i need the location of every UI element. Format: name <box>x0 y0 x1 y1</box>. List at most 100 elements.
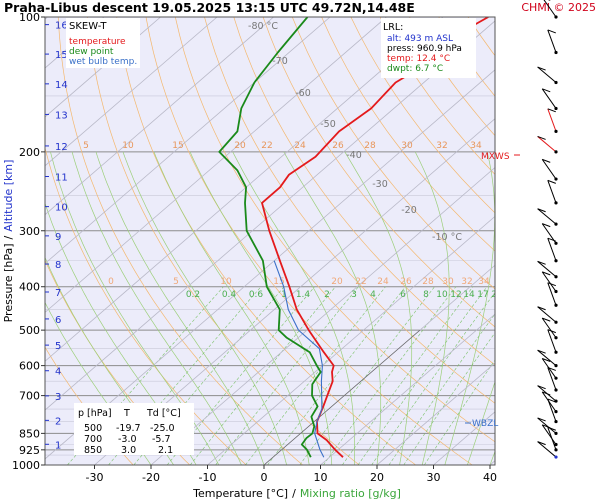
pressure-tick-label: 300 <box>19 225 40 238</box>
mixing-ratio-label: 0.4 <box>222 290 237 300</box>
wind-barb-shaft <box>547 238 557 261</box>
wind-barb-dot <box>554 150 558 154</box>
pressure-tick-label: 600 <box>19 360 40 373</box>
wind-barb-feather <box>547 426 556 431</box>
wind-barb-feather <box>547 282 556 287</box>
moist-adiabat <box>122 151 287 465</box>
wind-barb-feather <box>547 108 556 113</box>
lrl-temp: temp: 12.4 °C <box>387 54 450 64</box>
moist-adiabat <box>95 151 265 465</box>
wind-barb-dot <box>554 129 558 133</box>
theta-label: 28 <box>364 141 376 151</box>
mixing-ratio-label: 2 <box>324 290 330 300</box>
wbzl-label: WBZL <box>472 419 498 429</box>
pressure-tick-label: 925 <box>19 444 40 457</box>
pressure-tick-label: 500 <box>19 324 40 337</box>
altitude-tick-label: 4 <box>55 367 61 378</box>
wind-barb-feather <box>547 179 556 184</box>
lrl-box: LRL: alt: 493 m ASL press: 960.9 hPa tem… <box>381 18 476 78</box>
summary-table: p [hPa] T Td [°C] 500 -19.7 -25.0 700 -3… <box>74 403 194 456</box>
lrl-alt: alt: 493 m ASL <box>387 34 453 44</box>
isotherm <box>45 17 274 216</box>
theta-label: 34 <box>470 141 482 151</box>
isotherm-label: -60 <box>295 88 311 99</box>
table-header-p: p [hPa] <box>78 408 112 419</box>
theta-label: 28 <box>422 277 434 287</box>
legend-dewpoint: dew point <box>69 47 114 57</box>
theta-label: 32 <box>461 277 472 287</box>
altitude-tick-label: 5 <box>55 341 61 352</box>
isotherm <box>45 69 495 460</box>
isotherm <box>45 17 218 167</box>
legend-temperature: temperature <box>69 37 126 47</box>
isotherm <box>45 20 495 411</box>
wind-barb-shaft <box>547 329 557 353</box>
wind-barb-feather <box>547 29 556 34</box>
dry-adiabat <box>262 17 495 328</box>
wind-barb-dot <box>554 336 558 340</box>
wind-barb-shaft <box>547 180 557 204</box>
mixing-ratio-line <box>342 286 474 465</box>
altitude-tick-label: 6 <box>55 315 61 326</box>
table-row-2-td: -5.7 <box>152 434 171 445</box>
wind-barb-dot <box>554 442 558 447</box>
legend: SKEW-T temperature dew point wet bulb te… <box>66 18 140 68</box>
wind-barb-shaft <box>547 29 557 53</box>
table-row-1-p: 500 <box>84 423 102 434</box>
wind-barb-feather <box>537 441 546 446</box>
wind-barb-shaft <box>541 159 557 180</box>
isotherm-label: -50 <box>320 119 336 130</box>
wind-barb-feather <box>542 391 551 396</box>
wind-barb-shaft <box>541 88 557 109</box>
altitude-tick-label: 8 <box>55 260 61 271</box>
wind-barb-feather <box>537 135 546 140</box>
theta-label: 26 <box>400 277 412 287</box>
x-tick-label: -30 <box>86 471 104 484</box>
wind-barb-shaft <box>537 66 557 83</box>
mixing-ratio-label: 1.4 <box>296 290 311 300</box>
altitude-tick-label: 16 <box>55 21 68 32</box>
mixing-ratio-label: 20 <box>491 290 503 300</box>
theta-label: 5 <box>83 141 89 151</box>
isotherm <box>45 17 387 313</box>
isotherm <box>376 362 495 465</box>
mixing-ratio-label: 3 <box>351 290 357 300</box>
mixing-ratio-line <box>299 286 435 465</box>
mixing-ratio-line <box>371 291 495 465</box>
x-tick-label: -20 <box>142 471 160 484</box>
moist-adiabat <box>50 151 220 465</box>
wind-barb-feather <box>537 208 546 213</box>
altitude-tick-label: 10 <box>55 203 68 214</box>
wind-barb-shaft <box>547 108 557 132</box>
mixing-ratio-label: 8 <box>423 290 429 300</box>
wind-barb-feather <box>537 349 546 354</box>
isotherm-label: -20 <box>401 205 417 216</box>
wind-barb-shaft <box>537 208 557 225</box>
wind-barb-shaft <box>537 260 557 278</box>
wind-barb-feather <box>547 366 556 371</box>
theta-label: 15 <box>172 141 183 151</box>
wetbulb-line <box>273 260 325 458</box>
moist-adiabat <box>189 151 333 465</box>
dry-adiabat <box>204 17 495 404</box>
wind-barb-feather <box>542 158 551 163</box>
mixing-ratio-line <box>323 286 457 465</box>
wind-barb-dot <box>554 177 558 181</box>
altitude-tick-label: 3 <box>55 392 61 403</box>
wind-barb-feather <box>547 398 556 403</box>
wind-barb-shaft <box>541 424 557 445</box>
wind-barb-dot <box>554 364 558 368</box>
mixing-ratio-label: 6 <box>400 290 406 300</box>
wind-barb-shaft <box>543 0 557 18</box>
dry-adiabat <box>233 17 495 366</box>
wind-barb-shaft <box>547 398 557 422</box>
isotherm-label: -30 <box>372 179 388 190</box>
wind-barb-dot <box>554 289 558 294</box>
wind-barb-feather <box>542 223 551 228</box>
isotherm-label: -70 <box>272 56 288 67</box>
altitude-tick-label: 11 <box>55 172 68 183</box>
wind-barb-dot <box>554 241 558 245</box>
pressure-tick-label: 1000 <box>12 459 40 472</box>
wind-barb-dot <box>554 419 558 424</box>
